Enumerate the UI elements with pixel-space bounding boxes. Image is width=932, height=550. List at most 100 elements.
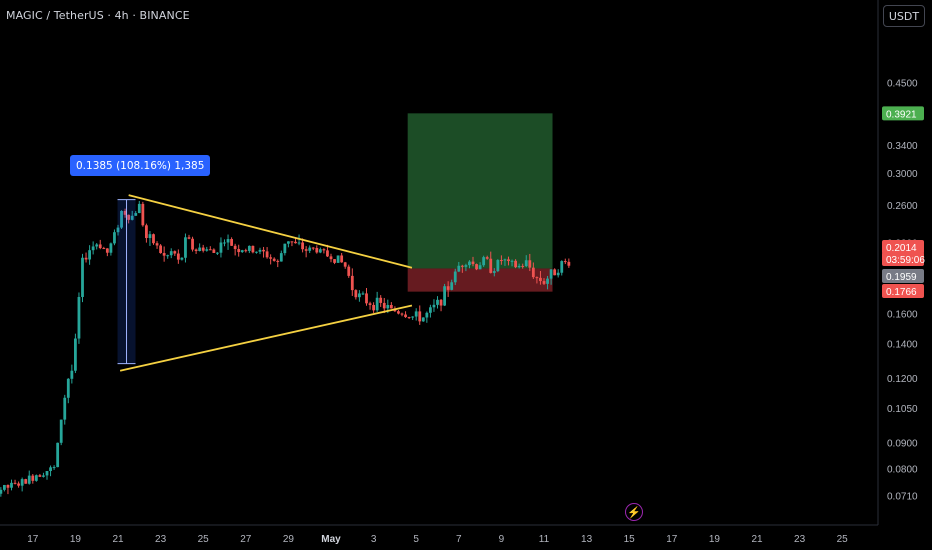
bear-candle — [460, 265, 464, 267]
bull-candle — [414, 311, 418, 317]
time-tick-label: 19 — [709, 534, 721, 545]
bull-candle — [496, 260, 500, 272]
price-tick-label: 0.0800 — [887, 465, 918, 476]
currency-button[interactable]: USDT — [883, 5, 925, 27]
bull-candle — [116, 227, 120, 233]
bear-candle — [127, 214, 131, 220]
bull-candle — [52, 467, 56, 469]
bear-candle — [272, 258, 276, 261]
bear-candle — [400, 313, 404, 315]
bear-candle — [191, 238, 194, 250]
bear-candle — [418, 311, 422, 322]
price-tick-label: 0.1200 — [887, 374, 918, 385]
bear-candle — [13, 482, 17, 484]
price-tag-label: 0.1766 — [886, 287, 917, 298]
bull-candle — [77, 296, 81, 339]
target-zone — [407, 113, 553, 269]
bull-candle — [169, 251, 173, 256]
bull-candle — [464, 265, 468, 267]
bear-candle — [237, 249, 241, 253]
symbol-title: MAGIC / TetherUS · 4h · BINANCE — [6, 9, 190, 22]
bear-candle — [265, 251, 269, 258]
bull-candle — [510, 260, 514, 262]
time-tick-label: 19 — [70, 534, 82, 545]
bull-candle — [27, 475, 31, 484]
bear-candle — [233, 245, 237, 250]
price-tag-label: 0.3921 — [886, 109, 917, 120]
bull-candle — [180, 257, 184, 260]
bull-candle — [457, 265, 461, 272]
bear-candle — [262, 249, 265, 252]
price-tag-label: 03:59:06 — [886, 255, 925, 266]
price-tick-label: 0.0710 — [887, 491, 918, 502]
bear-candle — [563, 261, 567, 263]
bull-candle — [120, 210, 123, 228]
time-tick-label: May — [321, 534, 341, 545]
bear-candle — [439, 299, 443, 306]
bear-candle — [535, 277, 539, 279]
bull-candle — [226, 239, 230, 243]
time-axis[interactable]: 17 19 21 23 25 27 29 May 3 5 7 9 11 13 15 17 19 21 23 25 — [0, 524, 878, 545]
candles-layer — [0, 200, 571, 497]
bear-candle — [368, 303, 372, 305]
bull-candle — [546, 278, 549, 284]
resistance-trendline[interactable] — [128, 194, 413, 269]
price-tag-label: 0.1959 — [886, 272, 917, 283]
bear-candle — [123, 210, 127, 215]
bull-candle — [468, 261, 471, 266]
price-tick-label: 0.2600 — [887, 201, 918, 212]
time-tick-label: 17 — [27, 534, 39, 545]
bull-candle — [258, 249, 262, 252]
price-tag — [882, 269, 924, 283]
bear-candle — [333, 259, 336, 263]
support-trendline[interactable] — [119, 304, 413, 372]
bull-candle — [255, 251, 258, 253]
time-tick-label: 23 — [794, 534, 806, 545]
price-tick-label: 0.3000 — [887, 169, 918, 180]
bear-candle — [294, 241, 297, 244]
bear-candle — [322, 249, 326, 251]
time-tick-label: 21 — [751, 534, 763, 545]
bull-candle — [45, 471, 49, 476]
bull-candle — [184, 237, 187, 258]
bear-candle — [382, 302, 386, 309]
bull-candle — [74, 338, 77, 371]
bull-candle — [421, 317, 425, 322]
bear-candle — [173, 251, 177, 254]
bear-candle — [102, 248, 106, 250]
bear-candle — [507, 259, 510, 262]
bull-candle — [166, 255, 170, 257]
bull-candle — [91, 246, 95, 251]
bull-candle — [411, 316, 415, 318]
time-tick-label: 9 — [499, 534, 505, 545]
time-tick-label: 13 — [581, 534, 593, 545]
bull-candle — [358, 293, 361, 298]
bear-candle — [290, 241, 294, 243]
bear-candle — [176, 253, 180, 260]
bear-candle — [528, 260, 532, 268]
bear-candle — [365, 293, 368, 304]
measure-label: 0.1385 (108.16%) 1,385 — [70, 155, 211, 176]
bear-candle — [24, 479, 28, 484]
bear-candle — [489, 258, 493, 273]
bull-candle — [386, 305, 390, 309]
bull-candle — [240, 250, 244, 253]
bull-candle — [503, 259, 507, 261]
bear-candle — [145, 225, 148, 239]
lightning-bolt-icon[interactable]: ⚡ — [625, 503, 643, 521]
time-tick-label: 3 — [371, 534, 377, 545]
bear-candle — [475, 264, 478, 270]
bull-candle — [81, 257, 84, 297]
bear-candle — [194, 249, 198, 251]
bull-candle — [34, 475, 38, 481]
price-tick-label: 0.1050 — [887, 404, 918, 415]
bull-candle — [223, 242, 226, 244]
bear-candle — [407, 317, 411, 319]
bull-candle — [113, 232, 116, 244]
bull-candle — [137, 203, 141, 214]
bear-candle — [17, 483, 20, 486]
bull-candle — [56, 442, 60, 468]
bull-candle — [70, 370, 74, 379]
